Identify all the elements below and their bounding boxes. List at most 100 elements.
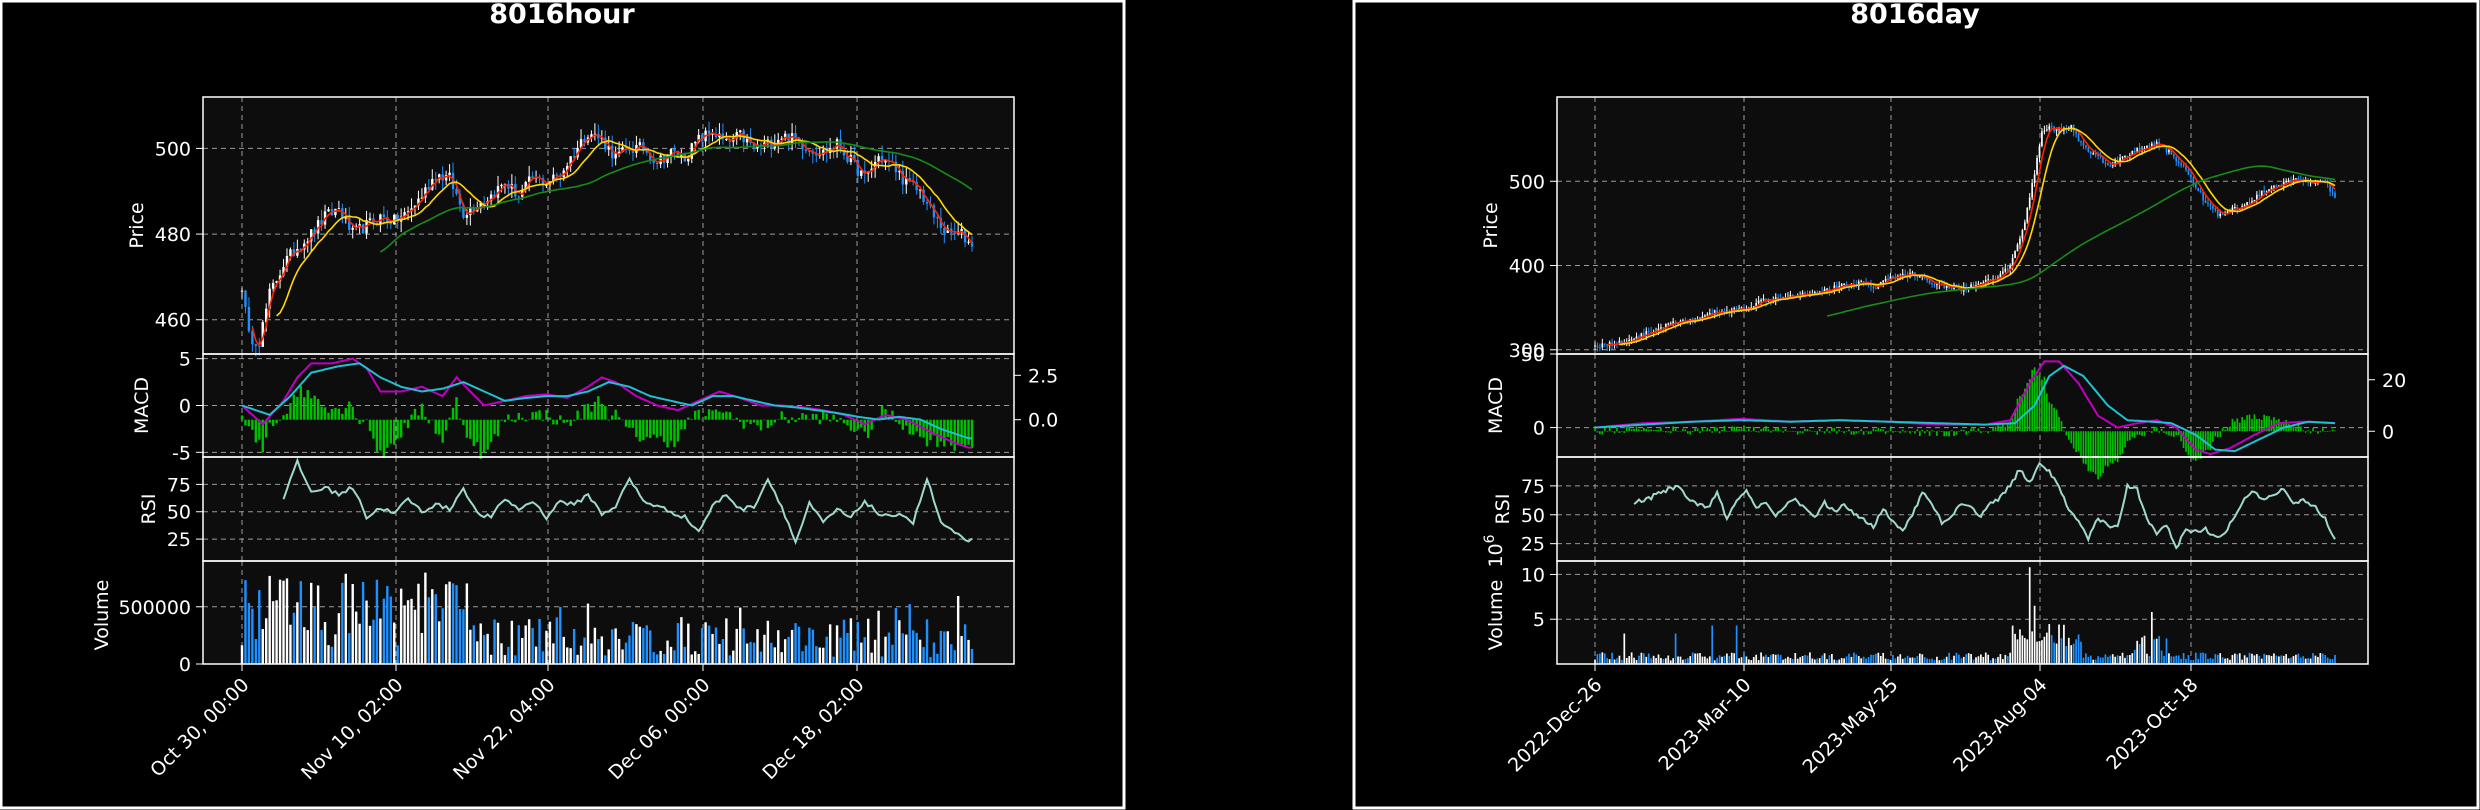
macd-histogram-bar [1718, 431, 1721, 434]
macd-histogram-bar [1613, 431, 1616, 434]
volume-bar [1677, 656, 1679, 664]
macd-histogram-bar [2038, 374, 2041, 432]
candle-body [2082, 142, 2085, 146]
macd-histogram-bar [2182, 431, 2185, 449]
macd-histogram-bar [1853, 431, 1855, 435]
volume-bar [413, 609, 417, 664]
candle-body [462, 204, 465, 218]
candle-body [669, 148, 673, 156]
candle-body [2158, 141, 2161, 146]
volume-bar [1879, 656, 1882, 664]
volume-bar [2326, 657, 2329, 664]
vol-panel-bg [1557, 561, 2368, 664]
volume-bar [1813, 659, 1816, 664]
volume-bar [2258, 655, 2261, 664]
volume-bar [1862, 656, 1865, 664]
volume-bar [1838, 659, 1841, 664]
volume-bar [1721, 656, 1723, 664]
candle-body [2297, 178, 2300, 180]
volume-bar [1745, 656, 1748, 664]
volume-bar [1740, 657, 1743, 664]
volume-bar [680, 617, 683, 664]
macd-histogram-bar [1711, 431, 1714, 433]
macd-histogram-bar [939, 419, 943, 442]
candle-body [970, 241, 974, 247]
volume-bar [669, 646, 673, 664]
candle-body [2019, 238, 2021, 245]
volume-bar [2285, 654, 2288, 664]
volume-bar [1982, 656, 1985, 664]
candle-body [780, 138, 783, 140]
macd-histogram-bar [2119, 431, 2121, 456]
macd-histogram-bar [1789, 431, 1792, 432]
macd-histogram-bar [2285, 420, 2288, 432]
macd-histogram-bar [2234, 421, 2236, 432]
macd-histogram-bar [500, 419, 503, 421]
macd-histogram-bar [2014, 409, 2016, 432]
volume-bar [939, 630, 943, 664]
macd-histogram-bar [2324, 431, 2327, 432]
candle-body [531, 176, 534, 179]
volume-bar [1794, 653, 1797, 664]
macd-histogram-bar [849, 419, 853, 431]
volume-bar [309, 582, 313, 664]
macd-histogram-bar [479, 419, 482, 459]
macd-histogram-bar [932, 419, 936, 436]
macd-histogram-bar [1616, 428, 1618, 432]
macd-histogram-bar [1708, 429, 1711, 432]
candle-body [424, 187, 427, 198]
volume-bar [424, 572, 427, 664]
rsi-panel-bg [1557, 457, 2368, 561]
candle-body [1628, 339, 1631, 343]
volume-bar [1809, 652, 1811, 664]
volume-bar [2153, 639, 2156, 664]
macd-histogram-bar [956, 419, 960, 445]
macd-histogram-bar [1962, 429, 1965, 432]
candle-body [842, 150, 846, 156]
volume-bar [1667, 655, 1670, 664]
macd-histogram-bar [846, 419, 849, 426]
daily-chart: 8016day300400500Price500200MACD755025RSI… [1480, 0, 2406, 778]
candle-body [417, 198, 420, 206]
signal-line [241, 362, 972, 440]
macd-tick-label: 0 [1533, 418, 1545, 440]
volume-bar [1870, 654, 1872, 664]
candle-body [936, 217, 939, 219]
volume-bar [399, 588, 403, 664]
macd-histogram-bar [797, 417, 801, 420]
volume-bar [1992, 658, 1994, 664]
volume-bar [1943, 658, 1946, 664]
volume-bar [2309, 658, 2312, 664]
macd-histogram-bar [2028, 379, 2031, 432]
volume-bar [2077, 634, 2080, 664]
macd-histogram-bar [676, 419, 680, 442]
macd-histogram-bar [2243, 419, 2246, 432]
macd-tick-label: 50 [1521, 344, 1545, 366]
macd-histogram-bar [1740, 428, 1743, 432]
volume-bar [2065, 646, 2068, 664]
chart-title: 8016day [1850, 0, 1980, 30]
candle-body [1904, 273, 1907, 275]
volume-bar [770, 642, 773, 664]
candle-body [448, 172, 451, 176]
volume-bar [1701, 656, 1704, 664]
macd-histogram-bar [247, 419, 251, 427]
macd-histogram-bar [1975, 431, 1977, 432]
macd-histogram-bar [2202, 431, 2204, 453]
candle-body [1987, 279, 1990, 281]
macd-histogram-bar [749, 419, 752, 425]
candle-body [2104, 162, 2107, 164]
macd-histogram-bar [756, 419, 759, 426]
macd-histogram-bar [2094, 431, 2097, 475]
volume-bar [1906, 655, 1909, 664]
macd-histogram-bar [752, 419, 756, 423]
candle-body [1618, 340, 1621, 345]
macd-histogram-bar [690, 419, 693, 420]
volume-bar [386, 586, 389, 664]
macd-histogram-bar [2287, 423, 2290, 432]
macd-histogram-bar [1926, 430, 1928, 432]
macd-histogram-bar [1918, 431, 1921, 436]
volume-bar [396, 645, 399, 664]
macd-histogram-bar [282, 415, 285, 420]
macd-histogram-bar [2043, 376, 2046, 432]
